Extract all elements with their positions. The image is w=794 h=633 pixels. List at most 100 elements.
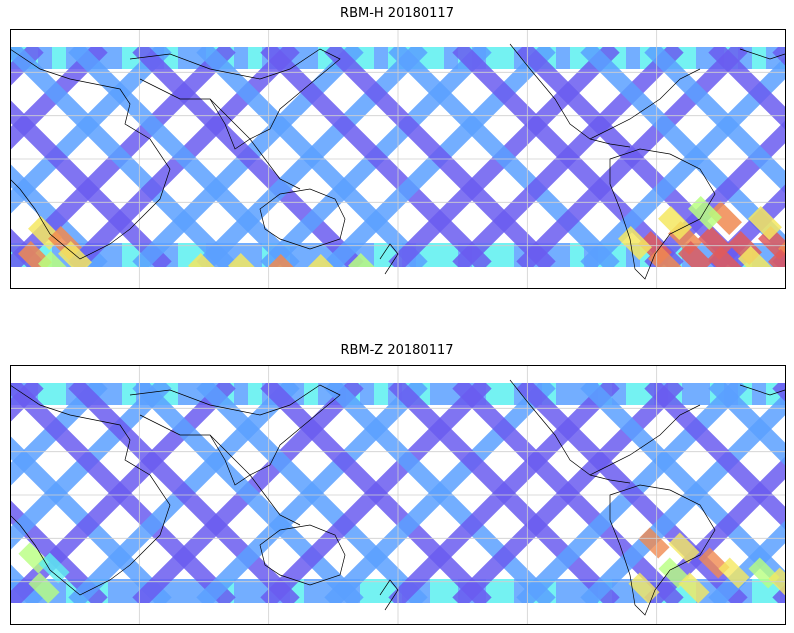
belt-cell — [430, 383, 444, 405]
belt-cell — [108, 47, 122, 69]
coastline-path — [739, 384, 786, 396]
belt-cell — [122, 47, 136, 69]
anomaly-cell — [658, 206, 692, 240]
track-segment — [68, 47, 300, 267]
track-segment — [132, 47, 364, 267]
belt-cell — [570, 47, 584, 69]
anomaly-cell — [678, 572, 710, 603]
map-panel-rbm-h — [10, 29, 786, 289]
coastline-path — [259, 188, 346, 250]
belt-cell — [696, 383, 710, 405]
belt-cell — [52, 579, 66, 603]
coastline-path — [379, 579, 399, 611]
belt-cell — [374, 243, 388, 267]
belt-cell — [248, 383, 262, 405]
coastline-path — [379, 243, 399, 275]
belt-cell — [374, 383, 388, 405]
anomaly-cell — [38, 552, 70, 584]
belt-cell — [52, 383, 66, 405]
track-segment — [388, 47, 620, 267]
belt-cell — [430, 243, 444, 267]
track-segment — [644, 47, 786, 195]
track-segment — [324, 383, 556, 603]
belt-cell — [682, 47, 696, 69]
belt-cell — [178, 243, 192, 267]
belt-cell — [500, 47, 514, 69]
track-segment — [708, 383, 786, 467]
belt-cell — [248, 243, 262, 267]
track-segment — [388, 383, 620, 603]
belt-cell — [234, 47, 248, 69]
anomaly-cell — [748, 206, 782, 240]
coastline-path — [509, 379, 701, 476]
belt-cell — [178, 383, 192, 405]
anomaly-region — [18, 527, 786, 603]
track-segment — [196, 383, 428, 603]
track-segment — [580, 383, 786, 595]
belt-cell — [178, 579, 192, 603]
belt-cell — [626, 383, 640, 405]
anomaly-cell — [738, 246, 772, 267]
track-segment — [10, 499, 108, 603]
coastline-path — [589, 138, 631, 148]
coastline-path — [609, 484, 716, 616]
satellite-tracks — [10, 47, 786, 267]
belt-cell — [122, 579, 136, 603]
track-segment — [10, 383, 108, 487]
belt-cell — [374, 47, 388, 69]
anomaly-cell — [708, 246, 742, 267]
track-segment — [196, 47, 428, 267]
belt-cell — [556, 243, 570, 267]
coastlines — [10, 43, 786, 280]
anomaly-cell — [708, 201, 742, 235]
track-segment — [324, 47, 556, 267]
belt-cell — [626, 47, 640, 69]
anomaly-cell — [188, 253, 222, 267]
belt-cell — [682, 383, 696, 405]
belt-cell — [556, 383, 570, 405]
track-segment — [260, 47, 492, 267]
belt-cell — [570, 383, 584, 405]
track-segment — [10, 163, 108, 267]
belt-cell — [556, 579, 570, 603]
track-segment — [10, 47, 108, 151]
belt-cell — [752, 383, 766, 405]
track-segment — [10, 383, 236, 603]
belt-cell — [122, 243, 136, 267]
anomaly-cell — [678, 241, 712, 267]
track-segment — [68, 383, 300, 603]
coastlines — [10, 379, 786, 616]
track-segment — [132, 383, 364, 603]
track-segment — [516, 383, 748, 603]
belt-cell — [248, 47, 262, 69]
anomaly-cell — [768, 567, 786, 599]
belt-cell — [360, 47, 374, 69]
belt-cell — [52, 47, 66, 69]
coastline-path — [129, 384, 341, 476]
anomaly-cell — [58, 241, 92, 267]
map-border — [10, 29, 786, 289]
coastline-path — [509, 43, 701, 140]
coastline-path — [209, 98, 301, 190]
anomaly-cell — [628, 572, 660, 603]
satellite-tracks — [10, 383, 786, 603]
belt-cell — [752, 47, 766, 69]
track-segment — [452, 383, 684, 603]
track-segment — [644, 383, 786, 531]
anomaly-cell — [688, 196, 722, 230]
track-segment — [260, 383, 492, 603]
coastline-path — [609, 148, 716, 280]
belt-cell — [122, 383, 136, 405]
coastline-path — [739, 48, 786, 60]
belt-cell — [234, 383, 248, 405]
graticule — [10, 29, 786, 289]
graticule — [10, 365, 786, 625]
belt-cell — [360, 579, 374, 603]
panel-title-rbm-z: RBM-Z 20180117 — [340, 343, 454, 358]
track-segment — [708, 183, 786, 267]
anomaly-cell — [228, 253, 262, 267]
coastline-path — [209, 434, 301, 526]
track-segment — [516, 47, 748, 267]
belt-cell — [500, 383, 514, 405]
belt-cell — [178, 47, 192, 69]
